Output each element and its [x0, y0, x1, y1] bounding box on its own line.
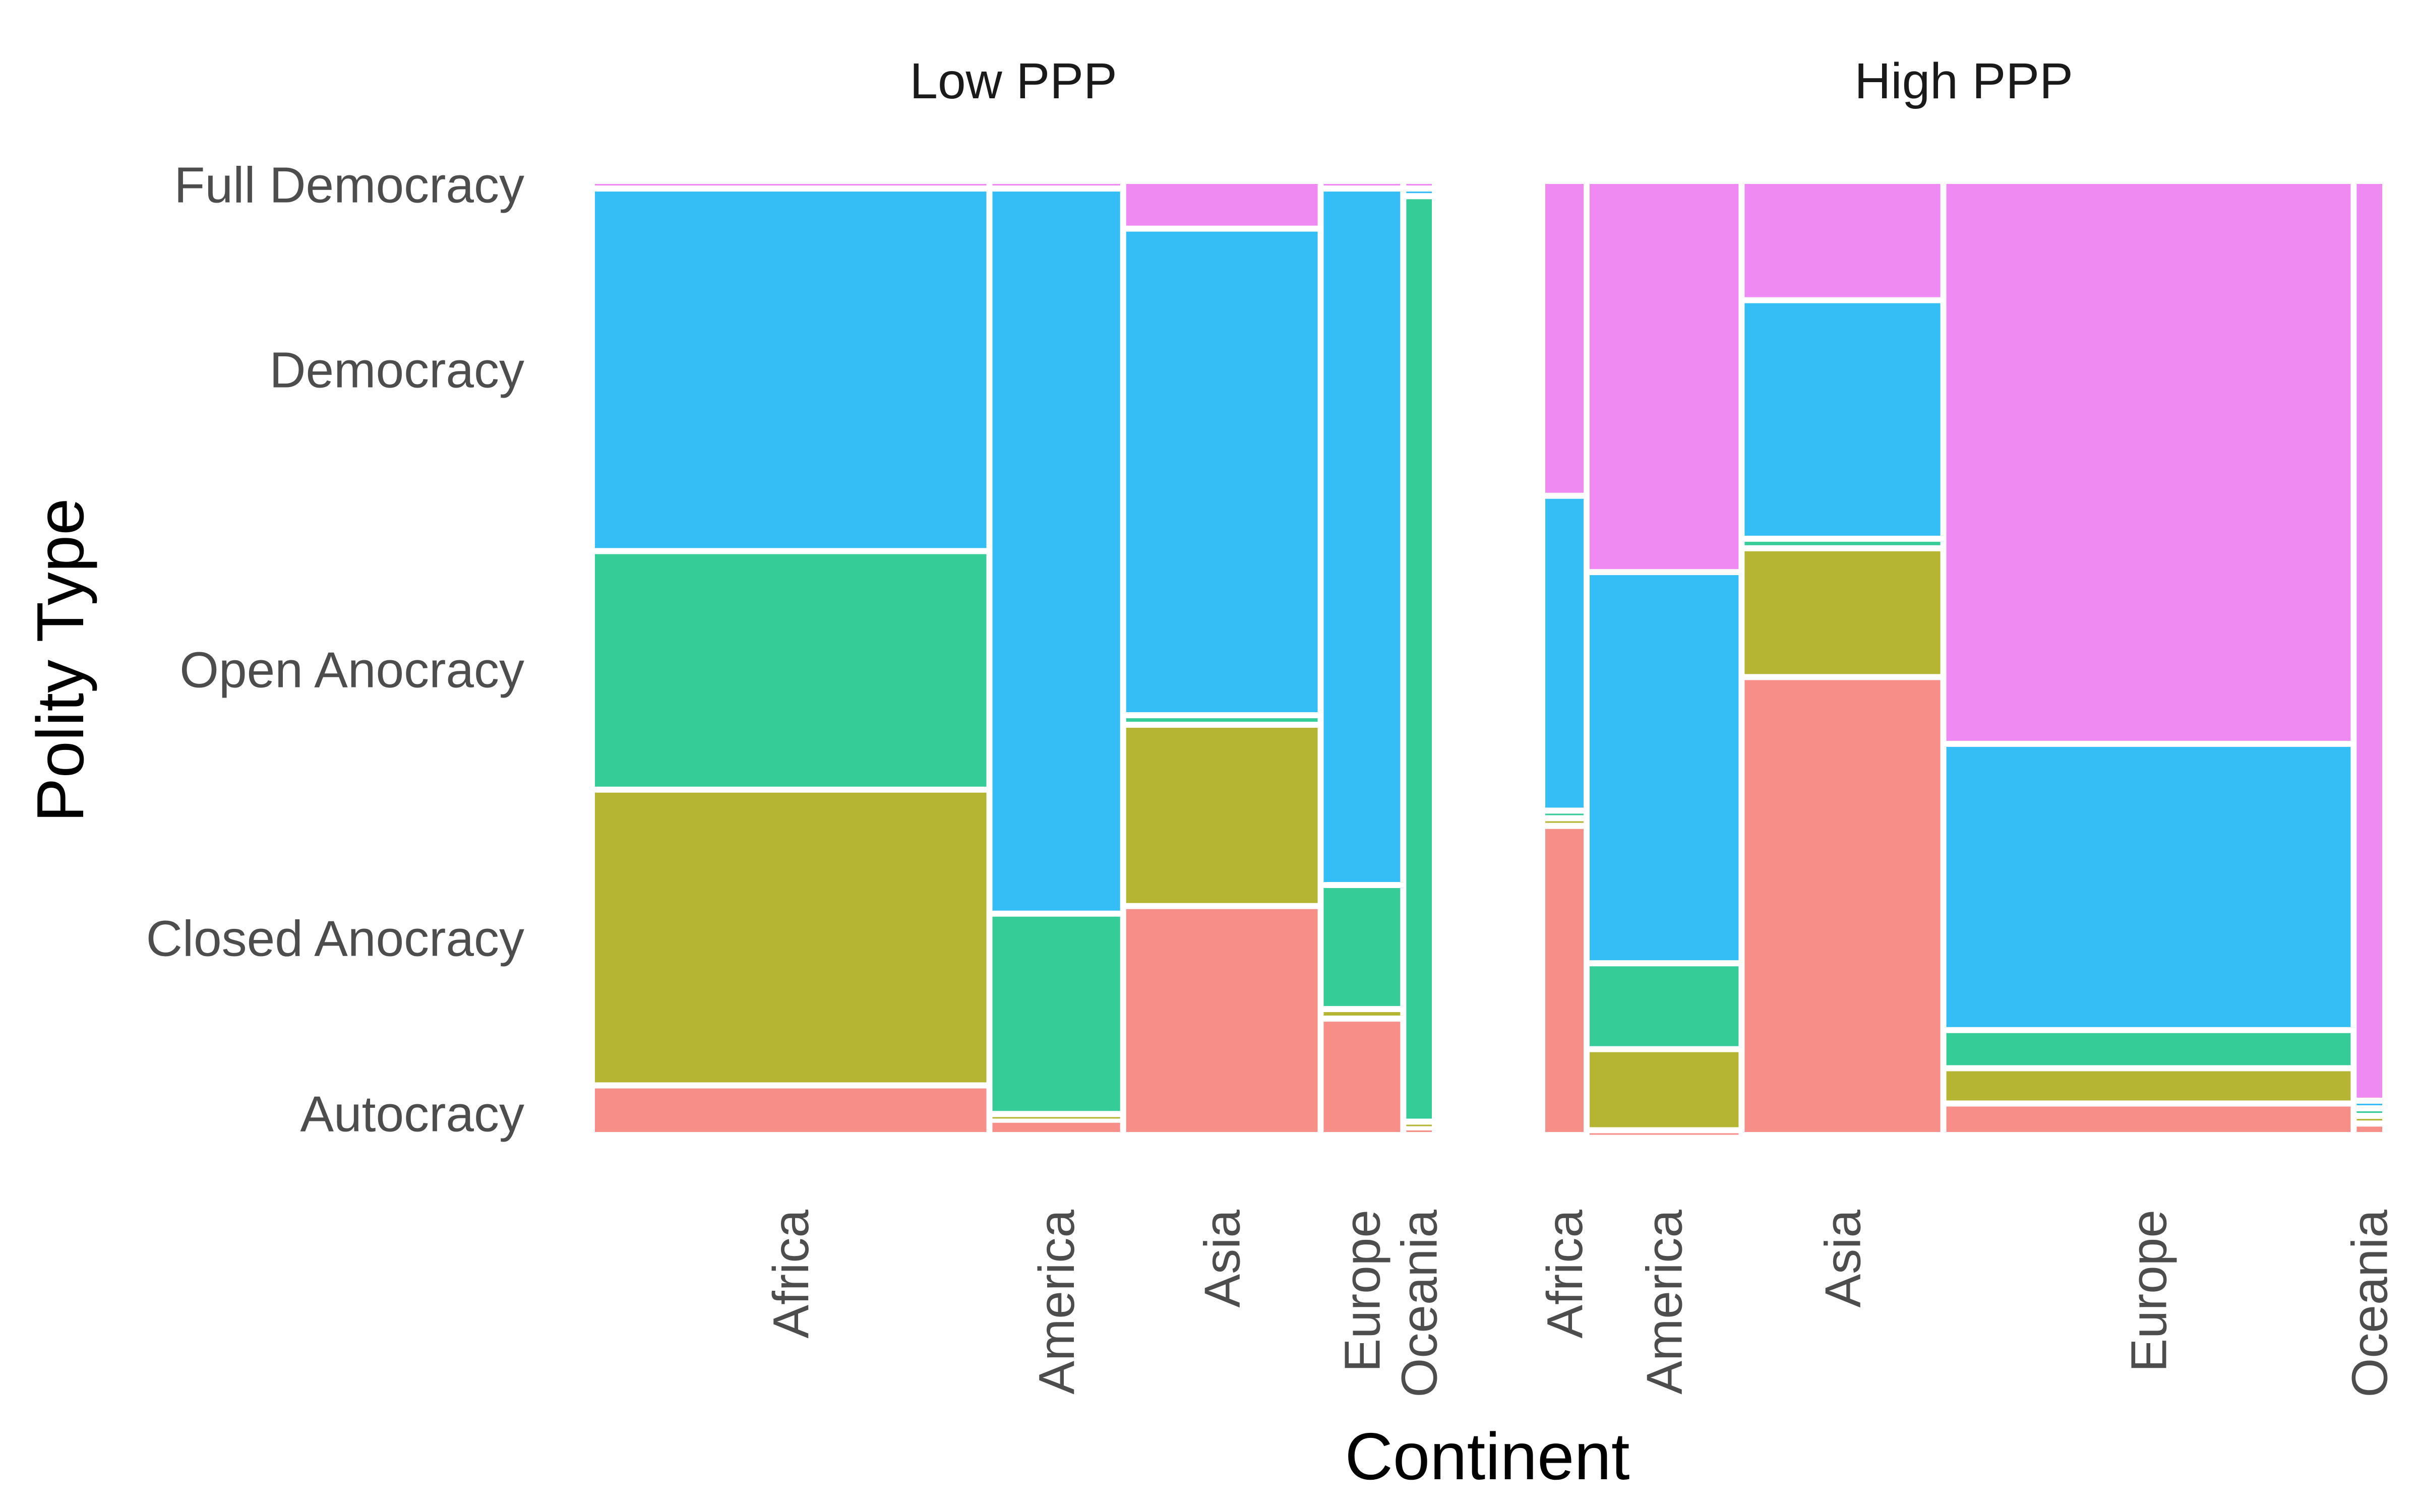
mosaic-tile	[1545, 813, 1584, 815]
mosaic-tile	[595, 184, 987, 186]
mosaic-tile	[1323, 1022, 1401, 1132]
mosaic-tile	[1406, 184, 1432, 186]
mosaic-tile	[1590, 184, 1739, 570]
mosaic-tile	[992, 192, 1120, 911]
panel-title: Low PPP	[910, 53, 1117, 109]
y-axis-tick-labels: Full Democracy Democracy Open Anocracy Clos…	[146, 157, 524, 1142]
mosaic-tile	[1744, 551, 1941, 674]
x-tick-label: Oceania	[1392, 1210, 1448, 1398]
mosaic-tile	[595, 792, 987, 1083]
mosaic-tile	[992, 184, 1120, 186]
mosaic-tile	[595, 1088, 987, 1132]
mosaic-tile	[2356, 1111, 2382, 1113]
mosaic-tile	[1126, 728, 1318, 903]
mosaic-tile	[2356, 1119, 2382, 1121]
panel-title: High PPP	[1854, 53, 2073, 109]
mosaic-tile	[595, 554, 987, 787]
x-tick-label: America	[1028, 1210, 1085, 1395]
x-tick-label: Europe	[1334, 1210, 1390, 1372]
x-tick-label: Oceania	[2342, 1210, 2398, 1398]
mosaic-tile	[1406, 199, 1432, 1119]
mosaic-tile	[1590, 1133, 1739, 1135]
x-tick-label: Africa	[763, 1210, 819, 1339]
x-tick-label: Asia	[1815, 1210, 1871, 1308]
mosaic-tile	[1946, 184, 2351, 741]
y-tick-label: Open Anocracy	[179, 642, 524, 698]
y-tick-label: Full Democracy	[174, 157, 524, 213]
mosaic-tile	[1744, 184, 1941, 297]
mosaic-tile	[1545, 821, 1584, 823]
mosaic-tile	[1406, 1130, 1432, 1132]
mosaic-tile	[1946, 1071, 2351, 1101]
mosaic-tile	[1323, 192, 1401, 883]
mosaic-tile	[1590, 966, 1739, 1046]
y-tick-label: Autocracy	[300, 1086, 524, 1142]
panel-high-ppp: High PPP Africa America Asia Europe Oceania	[1537, 53, 2398, 1397]
mosaic-tile	[1946, 1106, 2351, 1132]
y-axis-title: Polity Type	[23, 498, 97, 822]
mosaic-tile	[1126, 718, 1318, 722]
mosaic-tile	[1545, 829, 1584, 1132]
y-tick-label: Closed Anocracy	[146, 910, 524, 967]
mosaic-tile	[1946, 1033, 2351, 1065]
mosaic-tile	[1406, 1124, 1432, 1126]
x-axis-title: Continent	[1345, 1419, 1629, 1493]
mosaic-tile	[1744, 541, 1941, 545]
x-tick-label: Europe	[2121, 1210, 2177, 1372]
x-tick-label: Africa	[1537, 1210, 1593, 1339]
mosaic-tile	[992, 1117, 1120, 1119]
mosaic-tile	[1744, 680, 1941, 1132]
mosaic-tile	[2356, 1103, 2382, 1105]
mosaic-tile	[1946, 746, 2351, 1027]
mosaic-tile	[1126, 909, 1318, 1132]
mosaic-tile	[1323, 888, 1401, 1006]
mosaic-tile	[2356, 1126, 2382, 1132]
mosaic-tile	[1323, 1012, 1401, 1016]
mosaic-tile	[992, 916, 1120, 1111]
mosaic-tile	[992, 1122, 1120, 1132]
mosaic-tile	[1323, 184, 1401, 186]
mosaic-tile	[1744, 303, 1941, 536]
mosaic-tile	[1545, 498, 1584, 808]
mosaic-tile	[1590, 1052, 1739, 1127]
mosaic-tile	[1406, 192, 1432, 194]
mosaic-tile	[1126, 231, 1318, 713]
x-tick-label: America	[1637, 1210, 1693, 1395]
x-tick-label: Asia	[1194, 1210, 1251, 1308]
mosaic-tile	[1126, 184, 1318, 226]
mosaic-tile	[1590, 575, 1739, 961]
mosaic-tile	[595, 192, 987, 548]
y-tick-label: Democracy	[269, 342, 524, 398]
mosaic-tile	[2356, 184, 2382, 1098]
mosaic-tile	[1545, 184, 1584, 493]
panel-low-ppp: Low PPP Africa America Asia Europe Oceania	[595, 53, 1448, 1397]
